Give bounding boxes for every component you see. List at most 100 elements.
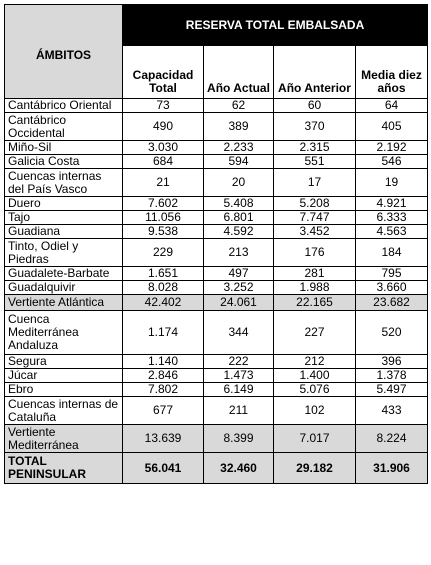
cell-capacidad-total: 3.030 (122, 140, 204, 155)
cell-media-diez-anos: 6.333 (354, 210, 429, 225)
table-row: Miño-Sil 3.030 2.233 2.315 2.192 (4, 140, 429, 155)
table-row: Cantábrico Oriental 73 62 60 64 (4, 98, 429, 113)
cell-ano-anterior: 3.452 (273, 224, 356, 239)
cell-capacidad-total: 9.538 (122, 224, 204, 239)
cell-capacidad-total: 42.402 (122, 294, 204, 311)
cell-ano-actual: 32.460 (203, 452, 274, 484)
cell-ano-actual: 497 (203, 266, 274, 281)
table-row: Vertiente Mediterránea 13.639 8.399 7.017 8.… (4, 424, 429, 453)
cell-capacidad-total: 1.651 (122, 266, 204, 281)
table-row: Galicia Costa 684 594 551 546 (4, 154, 429, 169)
table-row: Guadalete-Barbate 1.651 497 281 795 (4, 266, 429, 281)
cell-ano-actual: 389 (203, 112, 274, 141)
table-row: Duero 7.602 5.408 5.208 4.921 (4, 196, 429, 211)
header-reserva-total: RESERVA TOTAL EMBALSADA (121, 4, 429, 46)
cell-capacidad-total: 677 (122, 396, 204, 425)
cell-media-diez-anos: 4.563 (354, 224, 429, 239)
row-ambito-name: Cuencas internas del País Vasco (4, 168, 123, 197)
table-row: Guadiana 9.538 4.592 3.452 4.563 (4, 224, 429, 239)
table-row: Vertiente Atlántica 42.402 24.061 22.165 23.… (4, 294, 429, 311)
cell-ano-anterior: 227 (273, 310, 356, 355)
cell-ano-anterior: 212 (273, 354, 356, 369)
cell-ano-actual: 213 (203, 238, 274, 267)
cell-ano-anterior: 60 (273, 98, 356, 113)
cell-capacidad-total: 684 (122, 154, 204, 169)
cell-ano-anterior: 29.182 (273, 452, 356, 484)
cell-ano-anterior: 7.747 (273, 210, 356, 225)
cell-ano-actual: 8.399 (203, 424, 274, 453)
cell-ano-actual: 6.801 (203, 210, 274, 225)
row-ambito-name: Guadalquivir (4, 280, 123, 295)
cell-capacidad-total: 7.802 (122, 382, 204, 397)
header-media-diez-anos: Media diez años (354, 45, 429, 99)
cell-capacidad-total: 1.140 (122, 354, 204, 369)
header-ambitos: ÁMBITOS (4, 4, 123, 99)
cell-ano-actual: 2.233 (203, 140, 274, 155)
cell-ano-anterior: 281 (273, 266, 356, 281)
cell-media-diez-anos: 795 (354, 266, 429, 281)
cell-media-diez-anos: 4.921 (354, 196, 429, 211)
row-ambito-name: Cuenca Mediterránea Andaluza (4, 310, 123, 355)
table-row: Júcar 2.846 1.473 1.400 1.378 (4, 368, 429, 383)
cell-media-diez-anos: 8.224 (354, 424, 429, 453)
cell-capacidad-total: 73 (122, 98, 204, 113)
row-ambito-name: Vertiente Mediterránea (4, 424, 123, 453)
table-row: Tajo 11.056 6.801 7.747 6.333 (4, 210, 429, 225)
table-row: Cantábrico Occidental 490 389 370 405 (4, 112, 429, 141)
reservoir-table-container: ÁMBITOS RESERVA TOTAL EMBALSADA Capacida… (4, 4, 429, 484)
table-body: Cantábrico Oriental 73 62 60 64 Cantábrico Oc… (4, 98, 429, 484)
cell-media-diez-anos: 2.192 (354, 140, 429, 155)
cell-ano-actual: 4.592 (203, 224, 274, 239)
cell-media-diez-anos: 23.682 (354, 294, 429, 311)
row-ambito-name: Cantábrico Occidental (4, 112, 123, 141)
row-ambito-name: Ebro (4, 382, 123, 397)
table-row: Guadalquivir 8.028 3.252 1.988 3.660 (4, 280, 429, 295)
row-ambito-name: Tajo (4, 210, 123, 225)
cell-capacidad-total: 2.846 (122, 368, 204, 383)
cell-ano-actual: 5.408 (203, 196, 274, 211)
cell-capacidad-total: 13.639 (122, 424, 204, 453)
cell-media-diez-anos: 31.906 (354, 452, 429, 484)
cell-capacidad-total: 1.174 (122, 310, 204, 355)
row-ambito-name: Vertiente Atlántica (4, 294, 123, 311)
row-ambito-name: Cuencas internas de Cataluña (4, 396, 123, 425)
cell-media-diez-anos: 396 (354, 354, 429, 369)
cell-ano-actual: 24.061 (203, 294, 274, 311)
cell-ano-actual: 594 (203, 154, 274, 169)
cell-ano-anterior: 7.017 (273, 424, 356, 453)
table-row: Ebro 7.802 6.149 5.076 5.497 (4, 382, 429, 397)
row-ambito-name: Cantábrico Oriental (4, 98, 123, 113)
table-row: Segura 1.140 222 212 396 (4, 354, 429, 369)
cell-media-diez-anos: 520 (354, 310, 429, 355)
cell-media-diez-anos: 546 (354, 154, 429, 169)
header-capacidad-total: Capacidad Total (122, 45, 204, 99)
cell-ano-anterior: 22.165 (273, 294, 356, 311)
cell-media-diez-anos: 64 (354, 98, 429, 113)
cell-capacidad-total: 21 (122, 168, 204, 197)
cell-capacidad-total: 490 (122, 112, 204, 141)
cell-ano-anterior: 1.400 (273, 368, 356, 383)
row-ambito-name: Júcar (4, 368, 123, 383)
cell-ano-actual: 20 (203, 168, 274, 197)
cell-capacidad-total: 56.041 (122, 452, 204, 484)
cell-media-diez-anos: 433 (354, 396, 429, 425)
cell-ano-actual: 211 (203, 396, 274, 425)
cell-media-diez-anos: 405 (354, 112, 429, 141)
table-row: TOTAL PENINSULAR 56.041 32.460 29.182 31.906 (4, 452, 429, 484)
table-row: Cuencas internas de Cataluña 677 211 102 433 (4, 396, 429, 425)
table-row: Cuencas internas del País Vasco 21 20 17 19 (4, 168, 429, 197)
row-ambito-name: Segura (4, 354, 123, 369)
cell-media-diez-anos: 3.660 (354, 280, 429, 295)
cell-ano-anterior: 176 (273, 238, 356, 267)
row-ambito-name: Guadalete-Barbate (4, 266, 123, 281)
cell-ano-anterior: 2.315 (273, 140, 356, 155)
row-ambito-name: Galicia Costa (4, 154, 123, 169)
row-ambito-name: TOTAL PENINSULAR (4, 452, 123, 484)
cell-ano-anterior: 17 (273, 168, 356, 197)
cell-media-diez-anos: 184 (354, 238, 429, 267)
reservoir-table: ÁMBITOS RESERVA TOTAL EMBALSADA Capacida… (4, 4, 429, 484)
cell-ano-actual: 222 (203, 354, 274, 369)
cell-media-diez-anos: 5.497 (354, 382, 429, 397)
cell-ano-actual: 6.149 (203, 382, 274, 397)
cell-media-diez-anos: 19 (354, 168, 429, 197)
